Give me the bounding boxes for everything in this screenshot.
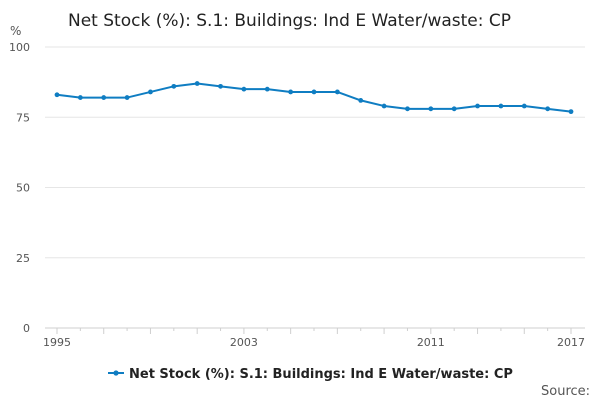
data-point[interactable] — [334, 89, 340, 95]
axes — [45, 327, 585, 334]
y-tick-label: 75 — [16, 111, 30, 124]
x-tick-label: 2003 — [230, 336, 258, 349]
y-axis-unit-label: % — [10, 24, 21, 38]
gridlines — [45, 46, 585, 259]
data-point[interactable] — [428, 106, 434, 112]
data-point[interactable] — [77, 95, 83, 100]
y-tick-labels: 0 25 50 75 100 — [9, 41, 30, 335]
series-line — [56, 82, 572, 113]
series-layer — [54, 81, 574, 115]
y-tick-label: 100 — [9, 41, 30, 54]
data-point[interactable] — [381, 103, 387, 109]
data-point[interactable] — [124, 95, 130, 100]
data-point[interactable] — [475, 103, 480, 109]
x-tick-label: 1995 — [43, 336, 71, 349]
x-tick-labels: 1995 2003 2011 2017 — [43, 336, 585, 349]
data-point[interactable] — [521, 103, 527, 109]
source-label[interactable]: Source: — [541, 384, 590, 399]
data-point[interactable] — [498, 103, 504, 109]
data-point[interactable] — [405, 106, 410, 112]
data-point[interactable] — [358, 97, 364, 103]
data-point[interactable] — [311, 89, 317, 95]
legend-marker-swatch — [113, 370, 119, 376]
data-point[interactable] — [54, 92, 60, 98]
data-point[interactable] — [194, 81, 200, 86]
data-point[interactable] — [218, 83, 223, 89]
data-point[interactable] — [101, 95, 107, 100]
x-tick-label: 2017 — [557, 336, 585, 349]
legend[interactable]: Net Stock (%): S.1: Buildings: Ind E Wat… — [108, 367, 513, 382]
data-point[interactable] — [288, 89, 294, 95]
chart-title: Net Stock (%): S.1: Buildings: Ind E Wat… — [68, 11, 511, 31]
y-tick-label: 50 — [16, 182, 30, 195]
data-point[interactable] — [568, 109, 574, 115]
data-point[interactable] — [171, 83, 177, 89]
data-point[interactable] — [451, 106, 457, 112]
data-point[interactable] — [148, 89, 153, 95]
data-point[interactable] — [241, 86, 247, 92]
y-tick-label: 0 — [23, 322, 30, 335]
data-point[interactable] — [545, 106, 551, 112]
legend-label: Net Stock (%): S.1: Buildings: Ind E Wat… — [129, 367, 513, 382]
x-tick-label: 2011 — [417, 336, 445, 349]
y-tick-label: 25 — [16, 252, 30, 265]
data-point[interactable] — [264, 86, 270, 92]
